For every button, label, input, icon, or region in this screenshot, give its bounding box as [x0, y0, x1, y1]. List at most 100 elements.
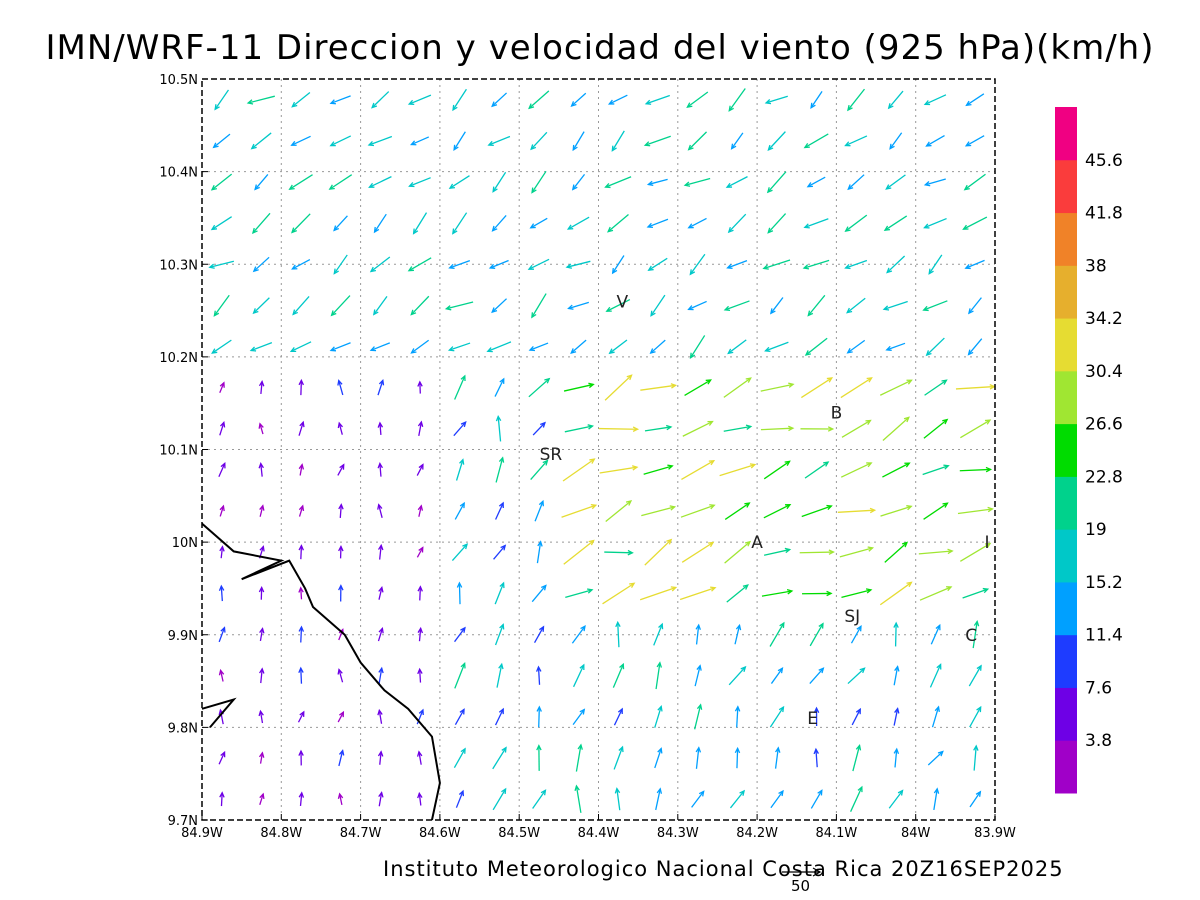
wind-vector-head: [378, 378, 385, 386]
wind-vector-head: [734, 705, 741, 712]
wind-vector-head: [567, 304, 574, 310]
wind-vector-head: [418, 463, 424, 470]
wind-vector-head: [460, 747, 466, 754]
wind-vector-head: [611, 267, 618, 275]
wind-vector: [530, 460, 548, 480]
wind-vector: [655, 788, 661, 811]
wind-vector-head: [734, 746, 741, 754]
wind-vector-head: [618, 745, 624, 753]
wind-vector-head: [291, 101, 298, 108]
wind-vector: [894, 749, 898, 768]
wind-vector-head: [739, 789, 746, 796]
wind-vector-head: [784, 504, 792, 510]
wind-vector-head: [572, 144, 578, 152]
map-axes: 84.9W 84.8W 84.7W 84.6W 84.5W 84.4W 84.3W 84.2W…: [159, 73, 1016, 841]
wind-vector-head: [498, 456, 505, 463]
colorbar-label: 3.8: [1085, 731, 1112, 751]
wind-vector: [562, 458, 595, 482]
wind-vector-head: [588, 382, 595, 389]
wind-vector: [250, 342, 273, 352]
wind-vector: [605, 176, 632, 188]
wind-vector-head: [788, 382, 795, 388]
wind-vector-head: [417, 585, 423, 592]
wind-vector: [847, 174, 865, 190]
wind-vector: [378, 792, 383, 807]
wind-vector-head: [540, 789, 547, 796]
wind-vector: [213, 133, 231, 148]
wind-vector-head: [745, 424, 753, 430]
wind-vector: [763, 460, 790, 480]
wind-vector-head: [803, 143, 810, 149]
wind-vector-head: [574, 784, 580, 792]
wind-vector: [965, 259, 985, 269]
wind-vector: [837, 509, 875, 513]
wind-vector: [728, 213, 747, 233]
wind-vector: [211, 173, 233, 191]
wind-vector-head: [410, 309, 417, 316]
wind-vector-head: [975, 790, 982, 797]
wind-vector: [734, 625, 741, 645]
wind-vector-head: [964, 141, 972, 147]
wind-vector-head: [459, 458, 465, 465]
wind-vector-head: [604, 182, 611, 189]
wind-vector: [418, 793, 422, 806]
wind-vector-head: [259, 792, 265, 800]
lat-tick-label: 9.9N: [168, 629, 198, 644]
wind-vector: [418, 751, 422, 765]
wind-vector-head: [219, 791, 225, 798]
wind-vector-head: [462, 543, 469, 550]
wind-vector: [963, 216, 988, 230]
reference-vector: [782, 867, 822, 877]
wind-vector: [612, 255, 625, 274]
wind-vector-head: [338, 710, 345, 718]
wind-vector: [452, 88, 467, 111]
wind-vector-head: [249, 346, 257, 352]
wind-vector: [251, 132, 272, 150]
wind-vector-head: [328, 184, 335, 190]
wind-vector-head: [536, 744, 542, 751]
wind-vector: [599, 466, 638, 474]
wind-vector-head: [213, 310, 220, 317]
wind-vector-head: [377, 750, 384, 757]
wind-vector: [455, 459, 464, 481]
wind-vector-head: [565, 263, 573, 269]
wind-vector-head: [459, 708, 465, 715]
wind-vector-head: [855, 707, 861, 715]
wind-vector: [931, 706, 940, 728]
wind-vector-head: [372, 309, 379, 316]
wind-vector: [411, 136, 430, 146]
wind-vector-head: [784, 460, 791, 467]
wind-vector: [378, 710, 383, 724]
wind-vector-head: [412, 228, 419, 235]
wind-vector: [411, 339, 430, 354]
wind-vector: [850, 786, 863, 812]
wind-vector: [260, 463, 263, 477]
wind-vector: [648, 178, 668, 186]
wind-vector: [377, 380, 384, 396]
wind-vector-head: [498, 707, 504, 715]
wind-vector-head: [859, 667, 866, 674]
wind-vector: [690, 335, 706, 359]
wind-vector: [923, 419, 948, 439]
wind-vector-head: [491, 225, 498, 232]
wind-vector: [684, 379, 712, 397]
wind-vector: [220, 792, 223, 807]
wind-vector: [644, 426, 672, 432]
wind-vector: [419, 586, 422, 601]
wind-vector-head: [657, 705, 663, 712]
colorbar-segment: [1055, 370, 1077, 425]
wind-vector: [378, 587, 383, 600]
wind-vector: [297, 711, 305, 723]
wind-vector-head: [589, 458, 596, 464]
city-label: V: [616, 292, 628, 312]
wind-vector-head: [418, 708, 424, 716]
wind-vector: [723, 425, 751, 432]
wind-vector: [973, 745, 977, 771]
wind-vector-head: [807, 310, 814, 317]
wind-vector-head: [371, 102, 378, 109]
wind-vector: [845, 214, 868, 232]
wind-vector: [567, 216, 590, 230]
wind-vector-head: [823, 461, 830, 467]
wind-vector: [458, 582, 461, 605]
wind-vector-head: [744, 502, 751, 508]
